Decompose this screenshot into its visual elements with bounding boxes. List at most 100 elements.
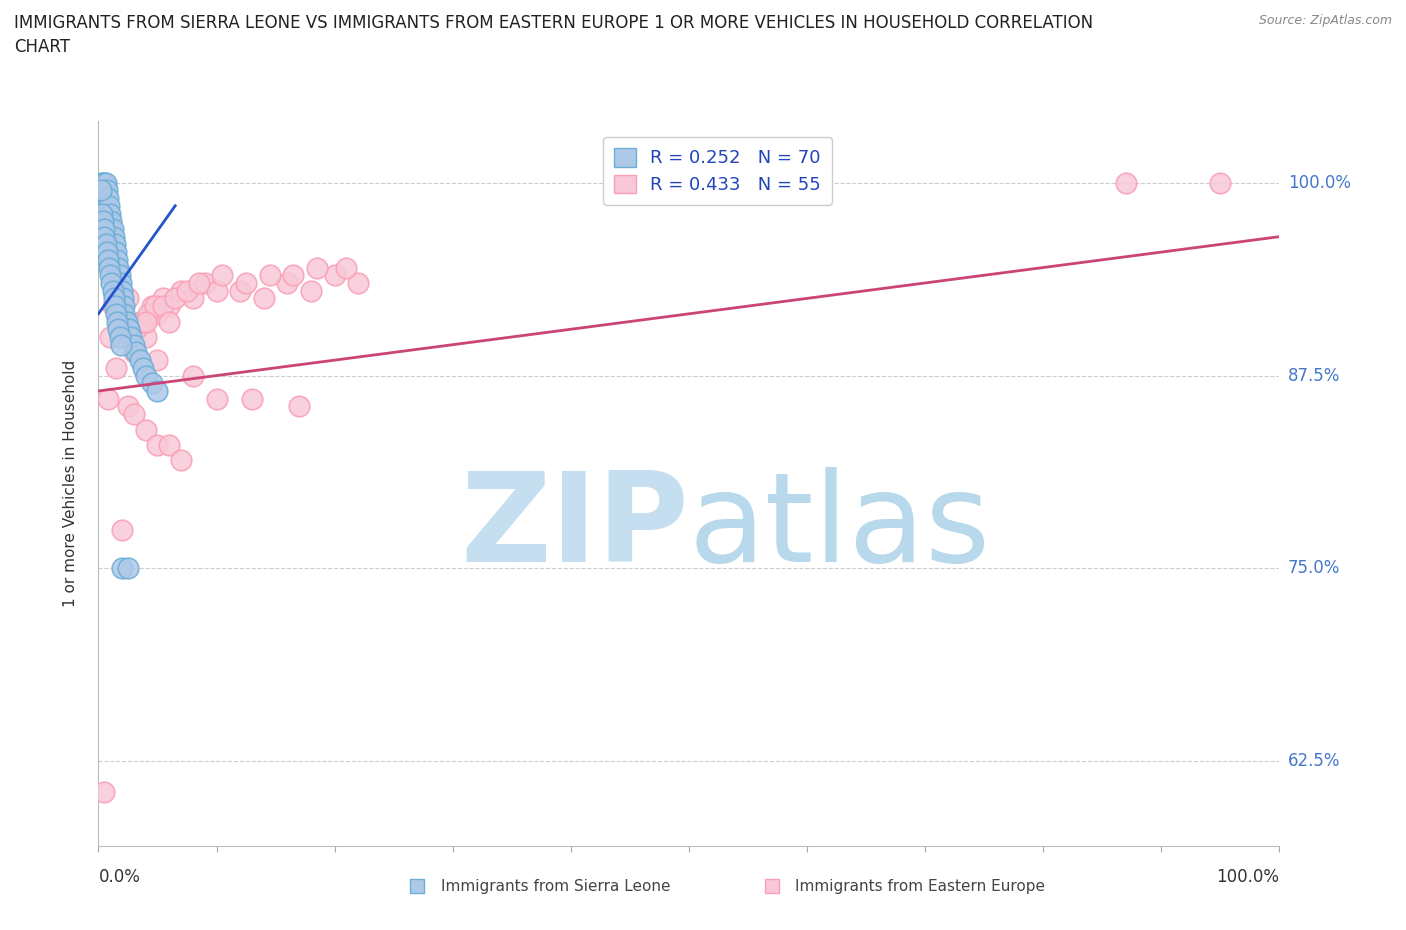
Point	[305, 260, 328, 275]
Point	[276, 275, 298, 290]
Point	[93, 221, 115, 236]
Point	[91, 175, 114, 190]
Point	[146, 306, 169, 321]
Point	[115, 314, 138, 329]
Point	[112, 306, 135, 321]
Point	[104, 237, 127, 252]
Text: 62.5%: 62.5%	[1288, 752, 1340, 770]
Point	[187, 275, 209, 290]
Text: 87.5%: 87.5%	[1288, 366, 1340, 385]
Point	[128, 314, 150, 329]
Point	[136, 306, 159, 321]
Point	[108, 306, 131, 321]
Point	[335, 260, 357, 275]
Point	[98, 198, 121, 213]
Point	[111, 523, 134, 538]
Point	[157, 438, 180, 453]
Point	[98, 268, 121, 283]
Point	[117, 561, 139, 576]
Point	[97, 214, 120, 229]
Point	[97, 252, 120, 267]
Point	[103, 252, 125, 267]
Point	[114, 314, 136, 329]
Point	[110, 338, 132, 352]
Point	[93, 175, 115, 190]
Point	[128, 352, 150, 367]
Point	[93, 191, 115, 206]
Point	[93, 229, 115, 244]
Point	[111, 561, 134, 576]
Point	[146, 352, 169, 367]
Text: 100.0%: 100.0%	[1288, 174, 1351, 192]
Text: IMMIGRANTS FROM SIERRA LEONE VS IMMIGRANTS FROM EASTERN EUROPE 1 OR MORE VEHICLE: IMMIGRANTS FROM SIERRA LEONE VS IMMIGRAN…	[14, 14, 1094, 56]
Point	[181, 368, 204, 383]
Point	[96, 206, 118, 221]
Point	[165, 291, 187, 306]
Text: Source: ZipAtlas.com: Source: ZipAtlas.com	[1258, 14, 1392, 27]
Point	[91, 206, 114, 221]
Point	[98, 329, 121, 344]
Point	[98, 221, 121, 236]
Point	[104, 260, 127, 275]
Legend: R = 0.252   N = 70, R = 0.433   N = 55: R = 0.252 N = 70, R = 0.433 N = 55	[603, 138, 832, 205]
Point	[100, 275, 122, 290]
Y-axis label: 1 or more Vehicles in Household: 1 or more Vehicles in Household	[63, 360, 77, 607]
Point	[96, 245, 118, 259]
Point	[105, 252, 128, 267]
Point	[135, 314, 157, 329]
Point	[1115, 175, 1137, 190]
Point	[100, 214, 122, 229]
Point	[146, 383, 169, 398]
Point	[132, 314, 155, 329]
Point	[135, 329, 157, 344]
Point	[240, 392, 263, 406]
Point	[97, 392, 120, 406]
Point	[90, 183, 112, 198]
Point	[98, 260, 121, 275]
Text: Immigrants from Eastern Europe: Immigrants from Eastern Europe	[796, 879, 1045, 894]
Point	[117, 322, 139, 337]
Point	[103, 229, 125, 244]
Point	[125, 322, 148, 337]
Point	[135, 422, 157, 437]
Point	[323, 268, 346, 283]
Point	[235, 275, 257, 290]
Point	[97, 191, 120, 206]
Point	[288, 399, 311, 414]
Point	[157, 314, 180, 329]
Point	[205, 284, 228, 299]
Point	[101, 284, 124, 299]
Point	[94, 175, 117, 190]
Point	[152, 291, 174, 306]
Point	[170, 453, 193, 468]
Point	[229, 284, 252, 299]
Point	[110, 275, 132, 290]
Point	[135, 368, 157, 383]
Point	[259, 268, 281, 283]
Text: 0.0%: 0.0%	[98, 868, 141, 886]
Point	[146, 438, 169, 453]
Point	[194, 275, 217, 290]
Point	[105, 275, 128, 290]
Point	[105, 306, 128, 321]
Point	[98, 229, 121, 244]
Point	[105, 245, 128, 259]
Point	[141, 299, 163, 313]
Point	[108, 291, 131, 306]
Text: ZIP: ZIP	[460, 467, 689, 588]
Point	[122, 338, 145, 352]
Point	[111, 299, 134, 313]
Point	[94, 198, 117, 213]
Point	[141, 376, 163, 391]
Point	[107, 260, 129, 275]
Point	[98, 221, 121, 236]
Point	[299, 284, 322, 299]
Text: 100.0%: 100.0%	[1216, 868, 1279, 886]
Point	[101, 299, 124, 313]
Point	[181, 291, 204, 306]
Point	[211, 268, 233, 283]
Point	[157, 299, 180, 313]
Point	[103, 291, 125, 306]
Point	[105, 268, 128, 283]
Point	[283, 268, 305, 283]
